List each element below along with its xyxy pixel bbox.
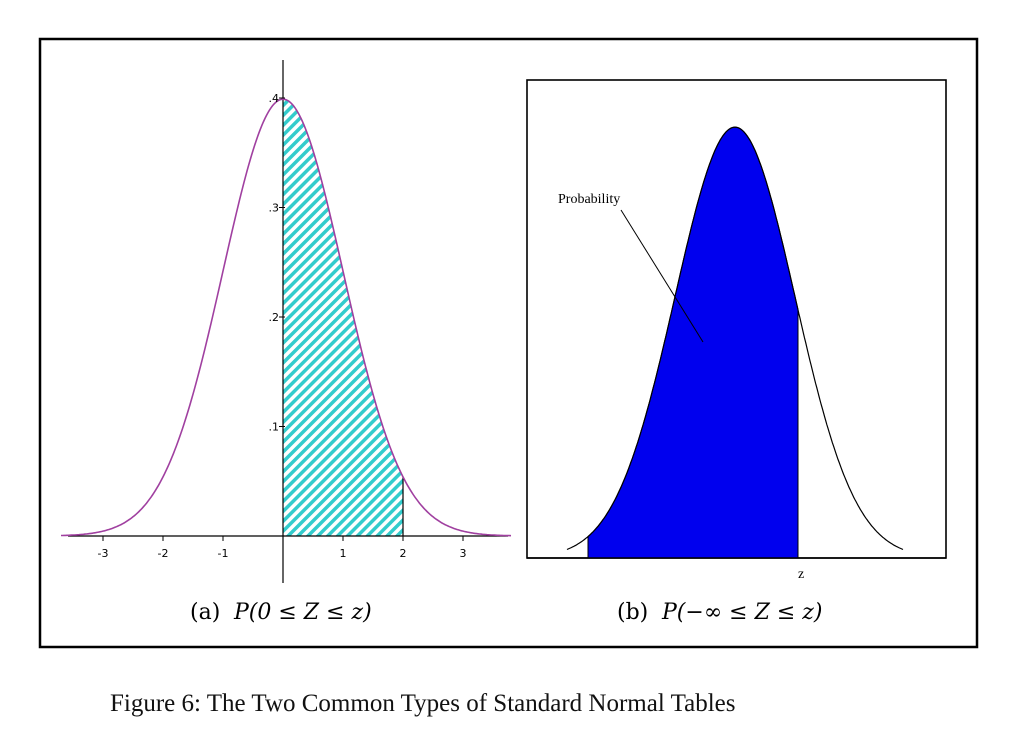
panel-b-annotation-pointer — [620, 209, 704, 343]
panel-b-density-curve — [566, 126, 904, 551]
panel-b-caption: P(−∞ ≤ Z ≤ z) — [661, 600, 822, 625]
panel-a-density-curve — [61, 98, 512, 537]
panel-a-y-tick-label: .2 — [269, 311, 280, 324]
panel-a-x-tick-label: 2 — [400, 547, 407, 560]
panel-a-x-ticks: -3 -2 -1 1 2 3 — [98, 536, 467, 560]
panel-a-x-tick-label: -3 — [98, 547, 109, 560]
panel-a-x-tick-label: 3 — [460, 547, 467, 560]
panel-a-x-tick-label: 1 — [340, 547, 347, 560]
panel-b: Probability z (b) P(−∞ ≤ Z ≤ z) — [526, 79, 947, 625]
panel-a-shaded-area — [283, 99, 403, 536]
panel-a: -3 -2 -1 1 2 3 .1 .2 .3 .4 (a) P(0 ≤ Z ≤ z) — [61, 60, 512, 625]
panel-a-y-tick-label: .1 — [269, 421, 280, 434]
panel-a-y-ticks: .1 .2 .3 .4 — [269, 92, 285, 434]
panel-b-annotation: Probability — [558, 192, 620, 207]
figure-title: Figure 6: The Two Common Types of Standa… — [110, 690, 735, 717]
panel-a-y-tick-label: .4 — [269, 92, 280, 105]
figure-frame — [38, 37, 979, 649]
panel-a-caption: P(0 ≤ Z ≤ z) — [233, 600, 372, 625]
panel-b-caption-prefix: (b) — [617, 600, 648, 625]
panel-a-caption-prefix: (a) — [190, 600, 220, 625]
panel-a-x-tick-label: -1 — [218, 547, 229, 560]
panel-a-x-tick-label: -2 — [158, 547, 169, 560]
panel-a-y-tick-label: .3 — [269, 202, 280, 215]
panel-b-z-label: z — [798, 567, 804, 582]
